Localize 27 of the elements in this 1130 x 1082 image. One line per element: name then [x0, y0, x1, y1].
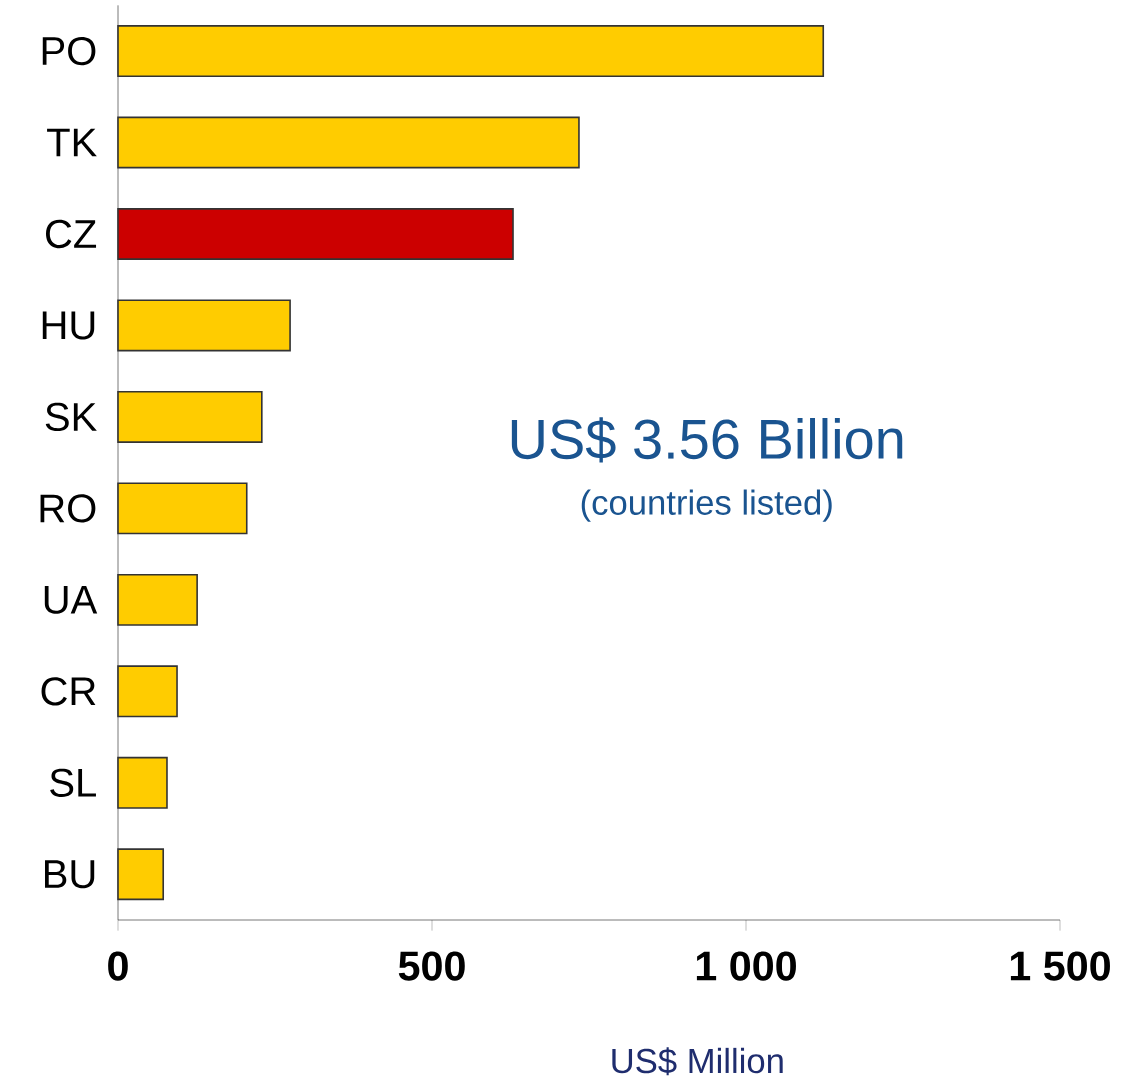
- y-tick-label: SL: [50, 768, 96, 797]
- annotation: (countries listed): [581, 489, 832, 522]
- y-tick-label: PO: [42, 36, 96, 66]
- bar: [117, 299, 291, 352]
- annotation: US$ 3.56 Billion: [511, 417, 903, 463]
- bar: [117, 208, 514, 260]
- x-tick-label: 500: [398, 951, 465, 981]
- x-tick-label: 1 000: [696, 951, 796, 981]
- x-tick-label: 0: [108, 951, 128, 981]
- y-tick-label: CR: [41, 677, 96, 706]
- y-tick-label: CZ: [46, 219, 97, 249]
- bar: [117, 573, 198, 626]
- x-tick-label: 1 500: [1010, 951, 1110, 981]
- bar: [117, 116, 580, 169]
- bar: [117, 482, 248, 535]
- y-tick-label: RO: [40, 494, 96, 523]
- y-tick-label: BU: [45, 860, 95, 889]
- bar: [117, 848, 165, 901]
- y-tick-label: TK: [47, 128, 97, 157]
- bar: [117, 25, 825, 78]
- y-tick-label: HU: [42, 311, 95, 340]
- bar: [117, 665, 178, 718]
- bar: [117, 390, 263, 443]
- bar: [117, 756, 168, 809]
- x-axis-title: US$ Million: [612, 1047, 783, 1076]
- y-tick-label: UA: [44, 585, 98, 614]
- y-tick-label: SK: [45, 402, 97, 432]
